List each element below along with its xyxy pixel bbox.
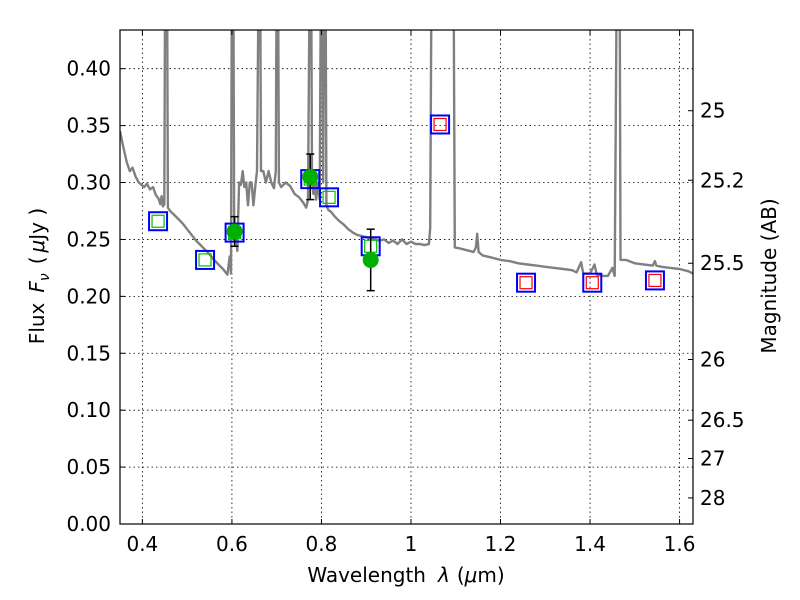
right-axis-title: Magnitude (AB)	[757, 198, 781, 353]
red-inner-square	[648, 273, 662, 288]
green-inner-square	[151, 214, 165, 228]
observed-flux-point	[226, 223, 243, 240]
mag-tick-label: 25	[700, 99, 725, 123]
y-tick-label: 0.15	[66, 341, 111, 365]
y-axis-title: FluxFν(μJy )	[25, 208, 53, 344]
markers-layer	[148, 114, 665, 293]
y-tick-label: 0.40	[66, 57, 111, 81]
x-tick-label: 1.4	[574, 532, 606, 556]
mag-tick-label: 26	[700, 347, 725, 371]
observed-flux-point	[362, 251, 379, 268]
model-photometry-square	[195, 249, 216, 270]
green-inner-square	[322, 190, 336, 204]
red-inner-square	[585, 276, 599, 290]
x-tick-label: 1.2	[485, 532, 517, 556]
axis-ticks: 0.4 0.6 0.8 1 1.2 1.4 1.6 0.00 0.05 0.10 0.15 0.20 0…	[66, 30, 745, 556]
y-tick-label: 0.00	[66, 512, 111, 536]
model-photometry-square	[319, 187, 340, 208]
model-photometry-square	[644, 270, 665, 291]
y-tick-label: 0.30	[66, 171, 111, 195]
observed-flux-point	[302, 168, 319, 185]
x-tick-label: 1	[405, 532, 418, 556]
x-axis-title: Wavelength λ (μm)	[307, 563, 504, 587]
x-tick-label: 0.6	[216, 532, 248, 556]
red-inner-square	[519, 276, 533, 290]
y-tick-label: 0.35	[66, 114, 111, 138]
grid	[120, 30, 693, 525]
x-tick-label: 1.6	[664, 532, 696, 556]
y-tick-label: 0.05	[66, 455, 111, 479]
red-inner-square	[433, 117, 447, 132]
y-tick-label: 0.10	[66, 398, 111, 422]
mag-tick-label: 25.2	[700, 168, 745, 192]
x-tick-label: 0.4	[126, 532, 158, 556]
mag-tick-label: 28	[700, 486, 725, 510]
y-tick-label: 0.20	[66, 284, 111, 308]
model-photometry-square	[148, 211, 169, 232]
mag-tick-label: 27	[700, 447, 725, 471]
plot-frame	[119, 29, 694, 525]
mag-tick-label: 25.5	[700, 251, 745, 275]
green-inner-square	[198, 253, 212, 267]
model-sed-layer	[120, 30, 693, 278]
mag-tick-label: 26.5	[700, 408, 745, 432]
model-sed-line	[120, 30, 693, 278]
x-tick-label: 0.8	[306, 532, 338, 556]
model-photometry-square	[582, 272, 603, 293]
model-photometry-square	[516, 272, 537, 293]
model-photometry-square	[430, 114, 451, 135]
y-tick-label: 0.25	[66, 227, 111, 251]
